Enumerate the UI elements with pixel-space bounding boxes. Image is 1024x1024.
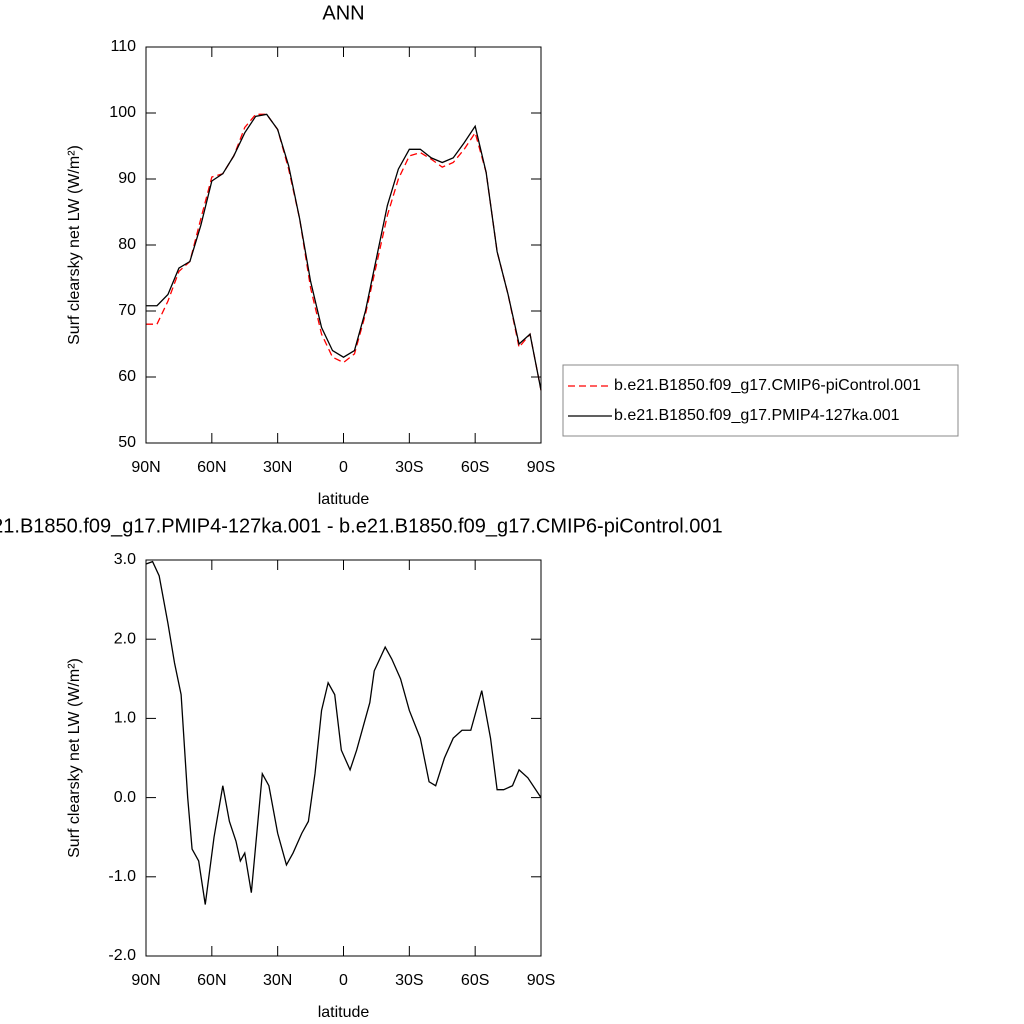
x-tick-label: 30N [263,459,292,476]
y-tick-label: 50 [118,434,136,451]
y-tick-label: -1.0 [108,868,136,885]
x-tick-label: 90N [131,459,160,476]
plot-frame [145,46,542,444]
x-tick-label: 90S [527,459,555,476]
x-tick-label: 90N [131,972,160,989]
y-axis-label: Surf clearsky net LW (W/m²) [66,145,83,345]
y-tick-label: 0.0 [114,789,136,806]
x-axis-label: latitude [318,491,370,508]
legend-label: b.e21.B1850.f09_g17.PMIP4-127ka.001 [614,407,900,424]
x-tick-label: 60N [197,972,226,989]
data-line [146,113,542,391]
x-tick-label: 90S [527,972,555,989]
x-axis-label: latitude [318,1004,370,1021]
y-tick-label: 80 [118,236,136,253]
y-tick-label: 70 [118,302,136,319]
y-tick-label: 1.0 [114,710,136,727]
x-tick-label: 30S [395,972,423,989]
data-line [145,560,542,905]
y-axis-label: Surf clearsky net LW (W/m²) [66,658,83,858]
y-tick-label: 3.0 [114,551,136,568]
chart-title: ANN [322,2,364,24]
x-tick-label: 30N [263,972,292,989]
y-tick-label: 60 [118,368,136,385]
y-tick-label: 100 [109,104,136,121]
y-tick-label: 110 [110,38,136,55]
y-tick-label: 90 [118,170,136,187]
x-tick-label: 0 [339,459,348,476]
y-tick-label: -2.0 [108,947,136,964]
x-tick-label: 60S [461,459,489,476]
data-line [146,113,542,391]
x-tick-label: 30S [395,459,423,476]
x-tick-label: 0 [339,972,348,989]
x-tick-label: 60N [197,459,226,476]
legend-box [562,364,959,437]
legend-label: b.e21.B1850.f09_g17.CMIP6-piControl.001 [614,377,921,394]
plot-frame [145,559,542,957]
chart-title: b.e21.B1850.f09_g17.PMIP4-127ka.001 - b.… [0,515,723,537]
x-tick-label: 60S [461,972,489,989]
y-tick-label: 2.0 [114,630,136,647]
